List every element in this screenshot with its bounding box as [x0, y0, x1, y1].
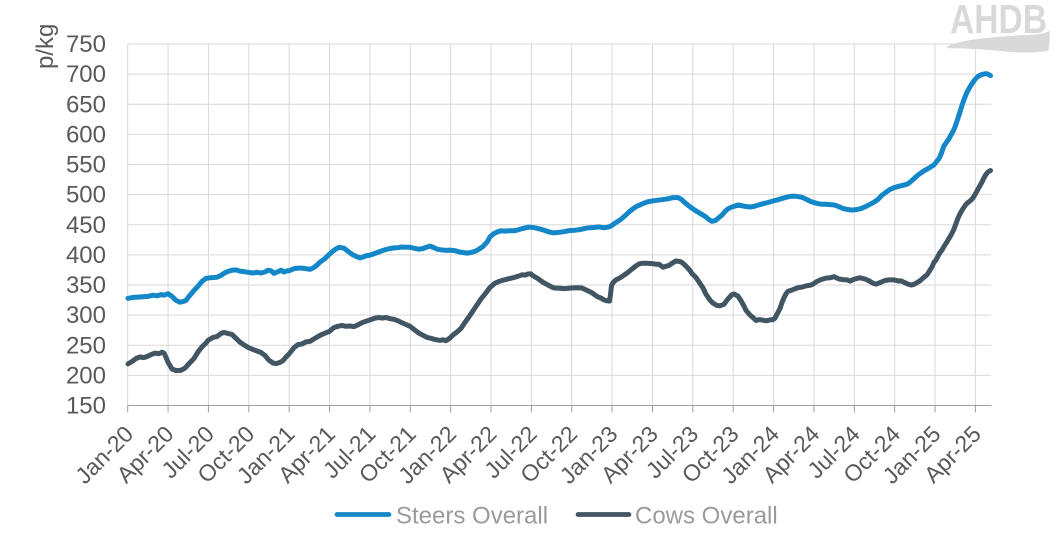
svg-text:550: 550: [66, 152, 106, 179]
svg-text:700: 700: [66, 61, 106, 88]
svg-text:300: 300: [66, 302, 106, 329]
svg-text:p/kg: p/kg: [32, 24, 59, 69]
svg-text:Cows Overall: Cows Overall: [635, 503, 778, 530]
svg-text:600: 600: [66, 121, 106, 148]
svg-text:450: 450: [66, 212, 106, 239]
svg-text:250: 250: [66, 332, 106, 359]
svg-text:150: 150: [66, 393, 106, 420]
svg-text:Steers Overall: Steers Overall: [396, 503, 548, 530]
svg-text:650: 650: [66, 91, 106, 118]
svg-text:350: 350: [66, 272, 106, 299]
svg-text:500: 500: [66, 182, 106, 209]
svg-text:200: 200: [66, 362, 106, 389]
svg-text:400: 400: [66, 242, 106, 269]
svg-text:750: 750: [66, 31, 106, 58]
